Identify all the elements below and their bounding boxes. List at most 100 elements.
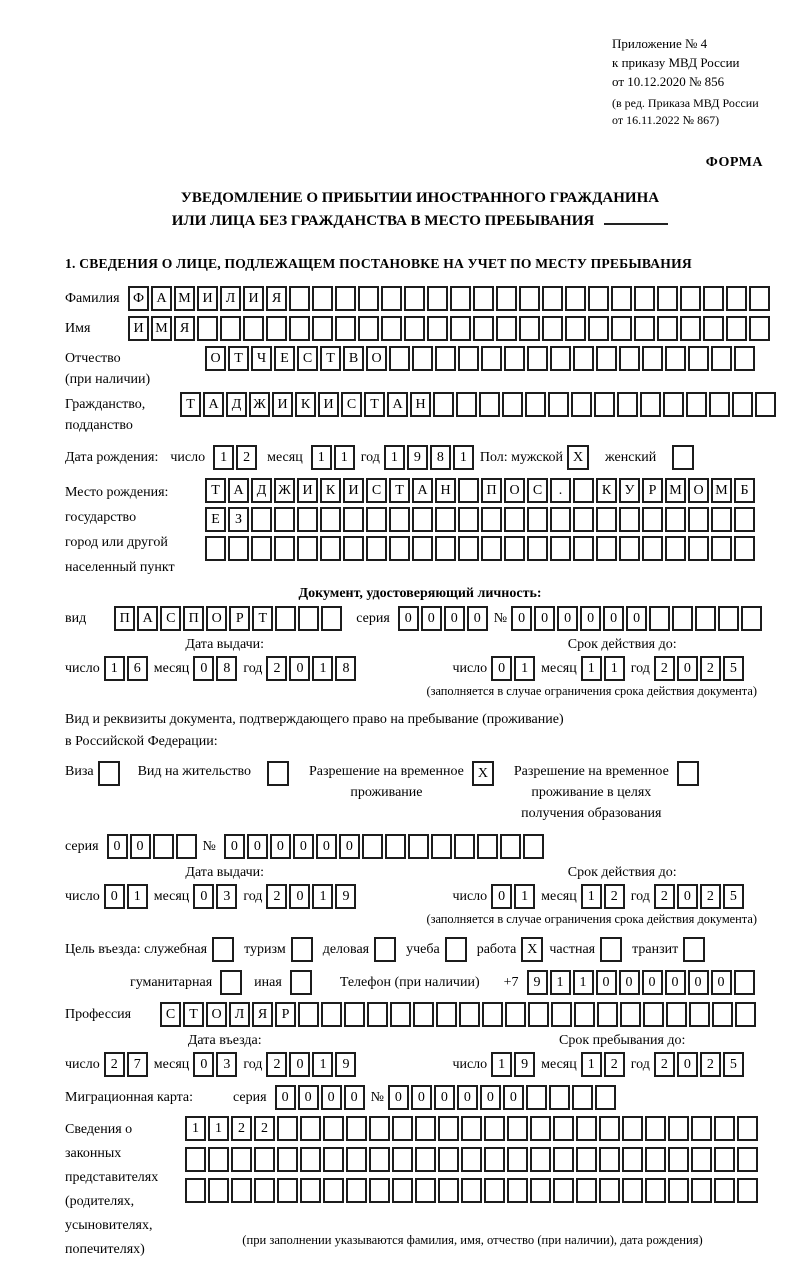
char-cell[interactable]: Т [205,478,226,503]
char-cell[interactable]: И [343,478,364,503]
char-cell[interactable]: А [412,478,433,503]
char-cell[interactable] [479,392,500,417]
char-cell[interactable] [703,316,724,341]
char-cell[interactable] [197,316,218,341]
char-cell[interactable] [458,507,479,532]
char-cell[interactable]: 1 [572,970,594,995]
char-cell[interactable] [530,1116,551,1141]
char-cell[interactable] [634,316,655,341]
char-cell[interactable]: С [160,606,182,631]
char-cell[interactable] [458,536,479,561]
char-cell[interactable] [346,1116,367,1141]
temp-permit-checkbox[interactable]: X [471,761,494,786]
char-cell[interactable] [688,536,709,561]
char-cell[interactable] [553,1116,574,1141]
char-cell[interactable] [663,392,684,417]
char-cell[interactable] [458,346,479,371]
official-checkbox[interactable] [212,937,235,962]
char-cell[interactable] [323,1116,344,1141]
char-cell[interactable] [522,834,544,859]
char-cell[interactable]: 2 [603,1052,625,1077]
char-cell[interactable] [185,1178,206,1203]
char-cell[interactable]: 0 [246,834,268,859]
char-cell[interactable]: 0 [595,970,617,995]
humanitarian-checkbox[interactable] [220,970,243,995]
char-cell[interactable] [504,507,525,532]
char-cell[interactable] [741,606,763,631]
char-cell[interactable] [415,1147,436,1172]
char-cell[interactable] [461,1147,482,1172]
char-cell[interactable]: 0 [297,1085,319,1110]
char-cell[interactable]: 0 [397,606,419,631]
char-cell[interactable] [611,316,632,341]
char-cell[interactable] [542,316,563,341]
char-cell[interactable]: 0 [223,834,245,859]
char-cell[interactable] [321,1002,342,1027]
char-cell[interactable]: Н [435,478,456,503]
char-cell[interactable]: П [481,478,502,503]
visa-checkbox[interactable] [97,761,120,786]
char-cell[interactable] [645,1147,666,1172]
char-cell[interactable] [435,507,456,532]
male-checkbox[interactable]: X [567,445,590,470]
char-cell[interactable] [502,392,523,417]
transit-checkbox[interactable] [683,937,706,962]
char-cell[interactable] [718,606,740,631]
char-cell[interactable] [574,1002,595,1027]
char-cell[interactable]: 0 [491,656,513,681]
char-cell[interactable] [703,286,724,311]
char-cell[interactable]: 5 [722,1052,744,1077]
char-cell[interactable]: Н [410,392,431,417]
char-cell[interactable] [525,392,546,417]
char-cell[interactable] [458,478,479,503]
char-cell[interactable]: 0 [289,1052,311,1077]
char-cell[interactable]: 9 [335,884,357,909]
char-cell[interactable] [453,834,475,859]
residence-permit-checkbox[interactable] [266,761,289,786]
char-cell[interactable] [298,606,320,631]
char-cell[interactable] [297,536,318,561]
char-cell[interactable]: 3 [216,1052,238,1077]
char-cell[interactable] [392,1178,413,1203]
char-cell[interactable]: 1 [208,1116,229,1141]
char-cell[interactable]: Р [275,1002,296,1027]
char-cell[interactable] [484,1147,505,1172]
char-cell[interactable] [450,316,471,341]
char-cell[interactable]: 0 [193,656,215,681]
char-cell[interactable] [389,507,410,532]
char-cell[interactable]: П [183,606,205,631]
char-cell[interactable] [565,316,586,341]
char-cell[interactable] [588,316,609,341]
char-cell[interactable] [680,316,701,341]
char-cell[interactable]: С [160,1002,181,1027]
char-cell[interactable]: А [137,606,159,631]
char-cell[interactable]: 8 [216,656,238,681]
char-cell[interactable] [668,1147,689,1172]
char-cell[interactable] [645,1116,666,1141]
char-cell[interactable] [358,316,379,341]
char-cell[interactable] [525,1085,547,1110]
char-cell[interactable] [542,286,563,311]
char-cell[interactable] [473,316,494,341]
char-cell[interactable]: 1 [603,656,625,681]
char-cell[interactable] [505,1002,526,1027]
char-cell[interactable]: И [197,286,218,311]
char-cell[interactable]: К [295,392,316,417]
char-cell[interactable] [427,286,448,311]
char-cell[interactable] [735,1002,756,1027]
char-cell[interactable] [709,392,730,417]
char-cell[interactable] [551,1002,572,1027]
char-cell[interactable] [714,1116,735,1141]
char-cell[interactable] [640,392,661,417]
char-cell[interactable] [711,536,732,561]
char-cell[interactable] [427,316,448,341]
char-cell[interactable] [412,507,433,532]
char-cell[interactable]: М [711,478,732,503]
char-cell[interactable] [530,1147,551,1172]
char-cell[interactable] [384,834,406,859]
char-cell[interactable]: 1 [333,445,355,470]
char-cell[interactable]: И [297,478,318,503]
char-cell[interactable] [734,346,755,371]
char-cell[interactable] [251,536,272,561]
char-cell[interactable]: . [550,478,571,503]
